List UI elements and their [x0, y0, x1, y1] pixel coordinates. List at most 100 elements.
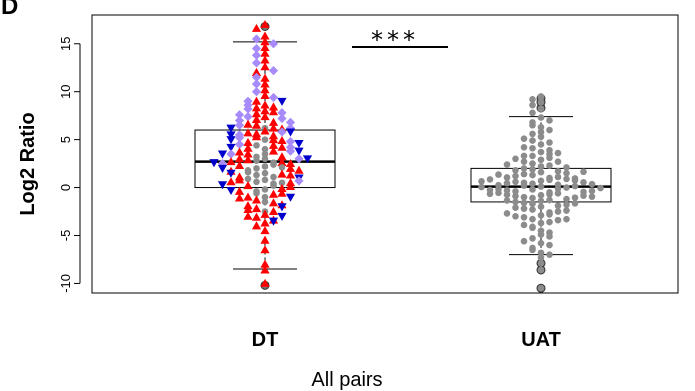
point-diamond: [251, 87, 262, 97]
point-triangle-up: [234, 193, 245, 202]
significance-stars: ***: [371, 26, 419, 54]
point-triangle-up: [251, 221, 262, 230]
point-circle: [520, 213, 528, 221]
point-circle: [537, 219, 545, 227]
point-triangle-up: [260, 226, 270, 235]
plot-area: [91, 14, 679, 294]
point-circle: [571, 200, 579, 207]
point-triangle-up: [251, 120, 262, 129]
point-triangle-down: [268, 217, 279, 226]
y-axis-label: Log2 Ratio: [17, 112, 39, 215]
panel-letter: D: [1, 0, 18, 20]
point-triangle-up: [260, 19, 270, 29]
point-circle: [520, 205, 528, 212]
point-circle: [261, 150, 269, 158]
point-circle: [529, 180, 536, 188]
point-triangle-down: [294, 147, 304, 156]
point-triangle-up: [251, 109, 262, 118]
point-triangle-down: [277, 97, 287, 106]
point-triangle-down: [277, 203, 287, 212]
point-circle: [580, 178, 587, 186]
point-triangle-up: [234, 154, 245, 163]
point-diamond: [268, 92, 279, 103]
point-circle: [253, 171, 260, 179]
point-circle: [546, 126, 553, 134]
point-diamond: [285, 146, 296, 156]
point-circle: [512, 192, 519, 200]
point-circle: [546, 139, 553, 146]
point-triangle-up: [260, 126, 270, 135]
point-circle: [537, 123, 545, 131]
point-diamond: [251, 43, 262, 54]
point-triangle-up: [243, 128, 253, 137]
point-circle: [546, 176, 553, 184]
point-triangle-up: [243, 119, 253, 128]
point-triangle-up: [268, 189, 279, 198]
point-triangle-up: [260, 31, 270, 40]
point-circle: [563, 195, 570, 203]
point-diamond: [251, 79, 262, 89]
point-circle: [529, 194, 536, 202]
point-circle: [512, 155, 519, 163]
point-circle: [278, 179, 286, 187]
point-circle: [563, 215, 570, 223]
point-circle: [537, 284, 545, 292]
point-circle: [537, 212, 545, 219]
y-tick-label: -10: [58, 274, 73, 293]
point-circle: [520, 237, 528, 245]
point-circle: [546, 154, 553, 162]
category-label: DT: [252, 329, 279, 351]
point-circle: [512, 213, 519, 220]
point-circle: [546, 233, 553, 240]
point-circle: [529, 101, 536, 109]
point-circle: [503, 161, 511, 168]
point-circle: [520, 182, 528, 189]
point-circle: [537, 168, 545, 176]
point-triangle-down: [226, 143, 236, 152]
point-triangle-down: [217, 164, 228, 173]
point-circle: [529, 166, 536, 173]
point-triangle-down: [226, 169, 236, 178]
point-triangle-up: [226, 177, 236, 186]
point-circle: [261, 176, 269, 184]
point-triangle-down: [285, 193, 296, 202]
point-triangle-up: [268, 198, 279, 207]
point-diamond: [226, 149, 236, 159]
point-triangle-up: [285, 170, 296, 179]
point-triangle-up: [285, 163, 296, 172]
point-triangle-up: [268, 146, 279, 155]
point-circle: [529, 235, 536, 242]
point-triangle-down: [277, 212, 287, 221]
point-circle: [529, 160, 536, 167]
point-triangle-up: [268, 117, 279, 126]
point-circle: [503, 210, 511, 217]
point-triangle-down: [226, 124, 236, 133]
point-circle: [270, 161, 277, 168]
point-triangle-up: [260, 259, 270, 268]
point-circle: [503, 179, 511, 187]
point-diamond: [277, 127, 287, 137]
point-circle: [554, 149, 562, 157]
point-circle: [261, 136, 269, 143]
point-circle: [537, 183, 545, 190]
point-diamond: [234, 110, 245, 120]
point-circle: [537, 105, 545, 113]
point-triangle-up: [260, 218, 270, 227]
point-diamond: [277, 108, 287, 118]
point-triangle-down: [226, 136, 236, 145]
point-triangle-up: [260, 90, 270, 99]
point-circle: [571, 194, 579, 201]
point-triangle-up: [268, 140, 279, 149]
point-triangle-up: [268, 102, 279, 111]
point-circle: [244, 175, 252, 183]
point-circle: [529, 215, 536, 223]
point-triangle-up: [243, 155, 253, 164]
point-circle: [537, 231, 545, 238]
point-triangle-up: [260, 48, 270, 57]
point-circle: [546, 196, 553, 204]
y-tick-label: 15: [58, 37, 73, 51]
point-diamond: [294, 176, 304, 186]
point-circle: [546, 190, 553, 198]
point-triangle-up: [260, 37, 270, 46]
